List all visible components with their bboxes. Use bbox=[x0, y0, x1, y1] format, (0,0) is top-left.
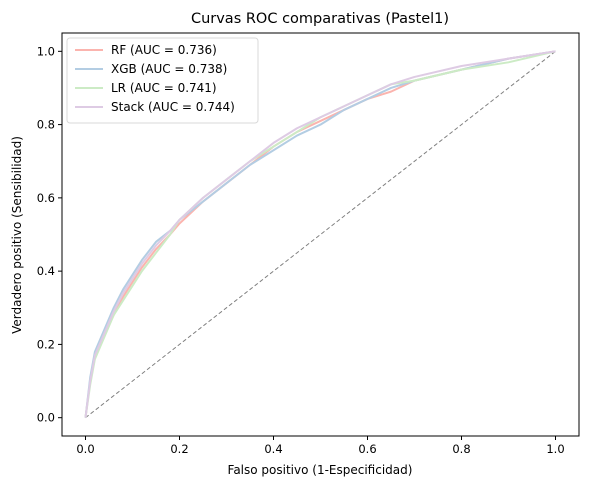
x-tick-label: 0.4 bbox=[264, 442, 282, 456]
x-tick-label: 0.2 bbox=[170, 442, 188, 456]
y-axis-ticks: 0.0 0.2 0.4 0.6 0.8 1.0 bbox=[37, 44, 62, 425]
legend-label-3: Stack (AUC = 0.744) bbox=[111, 100, 235, 114]
chart-title: Curvas ROC comparativas (Pastel1) bbox=[191, 11, 449, 27]
x-tick-label: 0.0 bbox=[76, 442, 94, 456]
legend-label-2: LR (AUC = 0.741) bbox=[111, 81, 217, 95]
legend-box bbox=[66, 37, 259, 124]
series-line-3 bbox=[84, 50, 556, 418]
x-tick-label: 0.8 bbox=[452, 442, 470, 456]
x-tick-label: 1.0 bbox=[546, 442, 564, 456]
x-axis-label: Falso positivo (1-Especificidad) bbox=[228, 463, 413, 477]
y-tick-label: 1.0 bbox=[37, 44, 55, 58]
series-line-1 bbox=[84, 50, 556, 418]
y-tick-label: 0.4 bbox=[37, 264, 55, 278]
y-tick-label: 0.0 bbox=[37, 411, 55, 425]
legend-label-0: RF (AUC = 0.736) bbox=[111, 43, 217, 57]
reference-diagonal bbox=[85, 50, 556, 419]
legend-label-1: XGB (AUC = 0.738) bbox=[111, 62, 227, 76]
x-axis-ticks: 0.0 0.2 0.4 0.6 0.8 1.0 bbox=[76, 436, 565, 456]
y-tick-label: 0.2 bbox=[37, 337, 55, 351]
legend: RF (AUC = 0.736) XGB (AUC = 0.738) LR (AUC… bbox=[66, 37, 259, 124]
y-tick-label: 0.8 bbox=[37, 118, 55, 132]
series-lines bbox=[84, 50, 556, 418]
y-axis-label: Verdadero positivo (Sensibilidad) bbox=[10, 136, 24, 334]
x-tick-label: 0.6 bbox=[358, 442, 376, 456]
y-tick-label: 0.6 bbox=[37, 191, 55, 205]
reference-diagonal-line bbox=[85, 50, 556, 419]
